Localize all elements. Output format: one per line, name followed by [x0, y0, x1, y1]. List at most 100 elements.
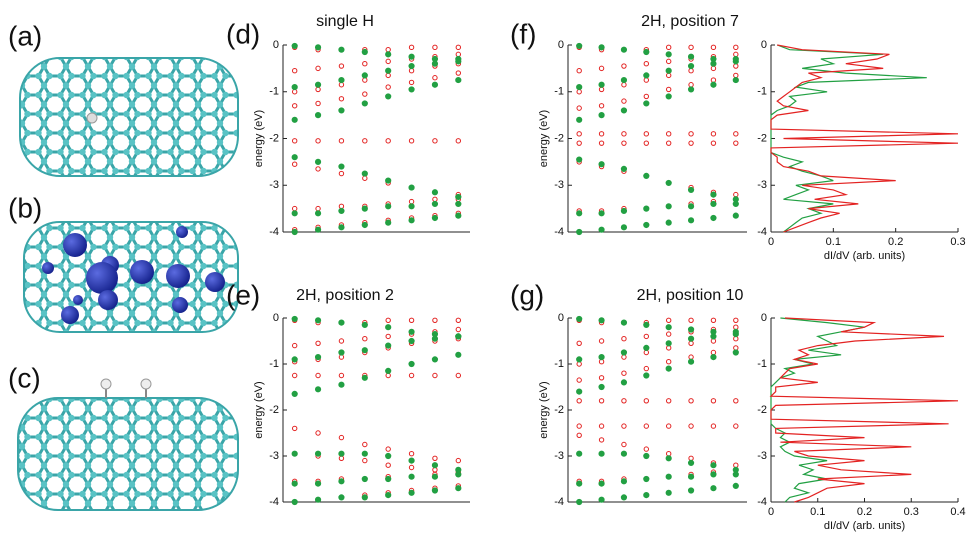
band-point [666, 341, 671, 346]
band-point [733, 472, 738, 477]
y-tick-label: -1 [554, 358, 564, 370]
band-point [409, 474, 414, 479]
band-point [599, 104, 603, 108]
band-point [363, 62, 367, 66]
band-point [621, 166, 626, 171]
band-point [339, 451, 344, 456]
band-point [622, 337, 626, 341]
band-point [711, 334, 716, 339]
band-point [409, 452, 413, 456]
panel-label: (g) [510, 279, 544, 310]
band-point [711, 215, 716, 220]
band-point [599, 66, 603, 70]
band-point [432, 357, 437, 362]
panel-label: (f) [510, 18, 536, 49]
dos-line [771, 318, 958, 502]
band-point [433, 45, 437, 49]
band-point [456, 52, 460, 56]
band-point [688, 54, 693, 59]
band-point [315, 227, 320, 232]
band-point [386, 493, 391, 498]
band-point [363, 78, 367, 82]
band-point [734, 141, 738, 145]
band-point [666, 132, 670, 136]
band-point [577, 157, 582, 162]
band-point [622, 424, 626, 428]
band-point [363, 176, 367, 180]
panel-label: (e) [226, 279, 260, 310]
band-point [292, 69, 296, 73]
band-point [386, 68, 391, 73]
x-tick-label: 0.3 [904, 506, 919, 518]
band-point [688, 474, 693, 479]
band-point [734, 132, 738, 136]
band-point [734, 318, 738, 322]
band-point [577, 90, 581, 94]
band-point [577, 106, 581, 110]
band-point [688, 218, 693, 223]
band-point [315, 159, 320, 164]
band-point [292, 84, 297, 89]
band-point [577, 141, 581, 145]
band-point [292, 426, 296, 430]
band-point [386, 204, 391, 209]
band-point [622, 83, 626, 87]
band-point [644, 132, 648, 136]
band-point [577, 84, 582, 89]
band-point [362, 101, 367, 106]
band-point [292, 229, 297, 234]
band-point [599, 424, 603, 428]
band-point [315, 82, 320, 87]
band-point [577, 481, 582, 486]
figure: (a) (b) (c) (d)single Henergy (eV)-4-3-2… [0, 0, 966, 534]
y-tick-label: -2 [554, 404, 564, 416]
band-point [292, 162, 296, 166]
band-point [363, 337, 367, 341]
band-point [456, 318, 460, 322]
band-point [666, 45, 670, 49]
band-point [315, 45, 320, 50]
band-point [599, 451, 604, 456]
band-point [577, 132, 581, 136]
band-point [339, 47, 344, 52]
y-tick-label: 0 [761, 39, 767, 51]
band-point [409, 373, 413, 377]
band-point [711, 141, 715, 145]
band-point [362, 49, 367, 54]
y-axis-label: energy (eV) [253, 110, 265, 167]
band-point [316, 167, 320, 171]
nanotube-c [18, 379, 238, 510]
chart-title: 2H, position 10 [637, 287, 744, 304]
band-point [599, 87, 603, 91]
chart-title: 2H, position 2 [296, 287, 394, 304]
band-point [666, 360, 670, 364]
y-tick-label: -1 [554, 86, 564, 98]
band-point [577, 399, 581, 403]
panel-label: (d) [226, 18, 260, 49]
band-point [456, 213, 461, 218]
band-point [409, 204, 414, 209]
band-point [433, 139, 437, 143]
y-tick-label: -2 [269, 404, 279, 416]
band-point [386, 343, 391, 348]
band-point [292, 139, 296, 143]
band-point [409, 361, 414, 366]
band-point [339, 435, 343, 439]
y-tick-label: -3 [757, 450, 767, 462]
band-point [432, 201, 437, 206]
band-point [433, 373, 437, 377]
band-point [621, 47, 626, 52]
band-point [733, 56, 738, 61]
band-point [644, 424, 648, 428]
band-point [733, 329, 738, 334]
band-point [666, 332, 670, 336]
band-point [599, 376, 603, 380]
band-point [644, 141, 648, 145]
y-tick-label: -2 [757, 132, 767, 144]
band-point [644, 73, 649, 78]
y-tick-label: -4 [554, 496, 564, 508]
band-point [339, 382, 344, 387]
y-tick-label: -4 [269, 496, 279, 508]
band-point [456, 56, 461, 61]
band-point [621, 495, 626, 500]
